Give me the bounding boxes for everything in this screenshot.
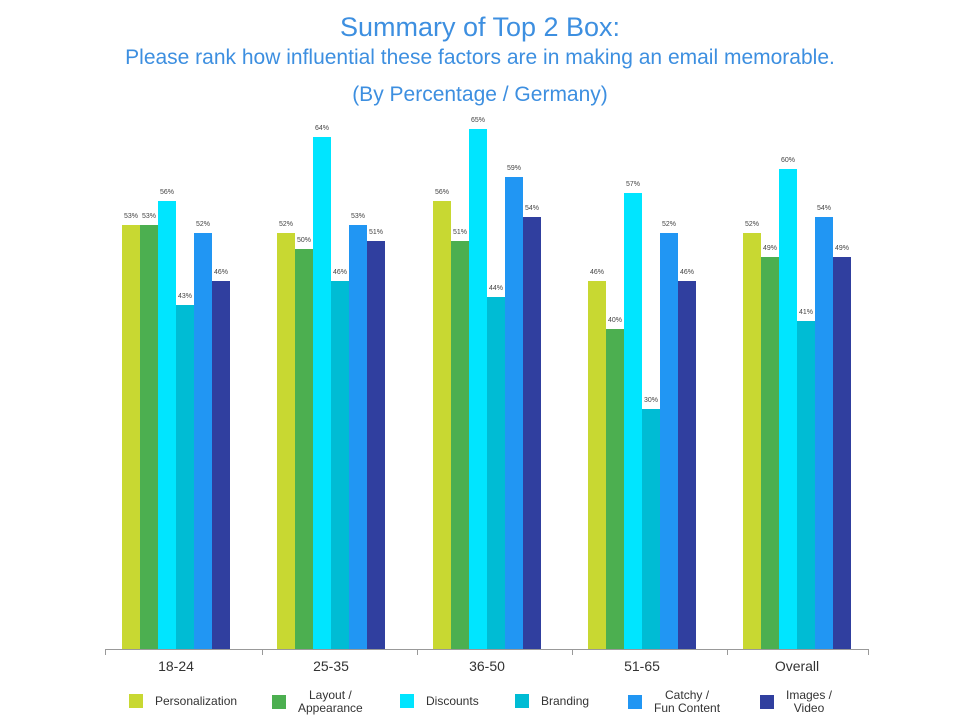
legend-swatch [129, 694, 143, 708]
bar [743, 233, 761, 649]
bar [588, 281, 606, 649]
bar [505, 177, 523, 649]
data-label: 49% [835, 245, 849, 252]
data-label: 44% [489, 285, 503, 292]
chart-title: Summary of Top 2 Box: [339, 12, 621, 42]
data-label: 50% [297, 237, 311, 244]
bar [761, 257, 779, 649]
data-label: 40% [608, 317, 622, 324]
legend-item-branding: Branding [515, 694, 589, 708]
bar [487, 297, 505, 649]
bar [140, 225, 158, 649]
data-label: 54% [525, 205, 539, 212]
data-label: 53% [124, 213, 138, 220]
legend-label: Branding [541, 693, 590, 708]
data-label: 51% [369, 229, 383, 236]
bar [815, 217, 833, 649]
bar [523, 217, 541, 649]
chart-subtitle: Please rank how influential these factor… [125, 46, 835, 69]
bar [194, 233, 212, 649]
chart-note: (By Percentage / Germany) [352, 83, 608, 106]
data-label: 41% [799, 309, 813, 316]
data-label: 52% [279, 221, 293, 228]
bar [212, 281, 230, 649]
data-label: 53% [351, 213, 365, 220]
legend-label: Images / Video [786, 688, 833, 715]
bar [176, 305, 194, 649]
data-label: 65% [471, 117, 485, 124]
legend-swatch [515, 694, 529, 708]
data-label: 64% [315, 125, 329, 132]
bar [331, 281, 349, 649]
bar [295, 249, 313, 649]
chart-legend: Personalization Layout / Appearance Disc… [0, 688, 960, 724]
bar [433, 201, 451, 649]
data-label: 59% [507, 165, 521, 172]
data-label: 46% [333, 269, 347, 276]
data-label: 46% [590, 269, 604, 276]
bar [606, 329, 624, 649]
bar [660, 233, 678, 649]
data-label: 46% [214, 269, 228, 276]
data-label: 49% [763, 245, 777, 252]
bar [624, 193, 642, 649]
bar [779, 169, 797, 649]
data-label: 52% [745, 221, 759, 228]
legend-label: Discounts [426, 693, 479, 708]
bar [833, 257, 851, 649]
legend-item-images: Images / Video [760, 689, 832, 715]
data-label: 60% [781, 157, 795, 164]
data-label: 46% [680, 269, 694, 276]
bar [642, 409, 660, 649]
data-label: 56% [435, 189, 449, 196]
bar [469, 129, 487, 649]
bar [313, 137, 331, 649]
legend-item-catchy: Catchy / Fun Content [628, 689, 720, 715]
legend-swatch [628, 695, 642, 709]
bar [158, 201, 176, 649]
legend-label: Personalization [155, 693, 238, 708]
bar [367, 241, 385, 649]
bar [277, 233, 295, 649]
data-label: 30% [644, 397, 658, 404]
legend-swatch [400, 694, 414, 708]
data-label: 43% [178, 293, 192, 300]
data-label: 54% [817, 205, 831, 212]
bar [349, 225, 367, 649]
data-label: 52% [662, 221, 676, 228]
data-label: 52% [196, 221, 210, 228]
legend-swatch [272, 695, 286, 709]
x-tick-label: 51-65 [624, 658, 660, 674]
x-tick-label: 36-50 [469, 658, 505, 674]
data-label: 57% [626, 181, 640, 188]
legend-item-personalization: Personalization [129, 694, 237, 708]
legend-item-discounts: Discounts [400, 694, 479, 708]
legend-label: Layout / Appearance [298, 688, 363, 715]
legend-swatch [760, 695, 774, 709]
data-label: 56% [160, 189, 174, 196]
legend-item-layout: Layout / Appearance [272, 689, 363, 715]
bar [797, 321, 815, 649]
chart-titles: Summary of Top 2 Box: Please rank how in… [0, 10, 960, 110]
legend-label: Catchy / Fun Content [654, 688, 721, 715]
bar [451, 241, 469, 649]
data-label: 53% [142, 213, 156, 220]
data-label: 51% [453, 229, 467, 236]
x-tick-label: 18-24 [158, 658, 194, 674]
bar-chart: 53% 53% 56% 43% 52% 46% 18-24 52% 50% 64% 46% 53% 51… [105, 117, 869, 674]
bar [122, 225, 140, 649]
x-tick-label: 25-35 [313, 658, 349, 674]
bar [678, 281, 696, 649]
x-tick-label: Overall [775, 658, 819, 674]
